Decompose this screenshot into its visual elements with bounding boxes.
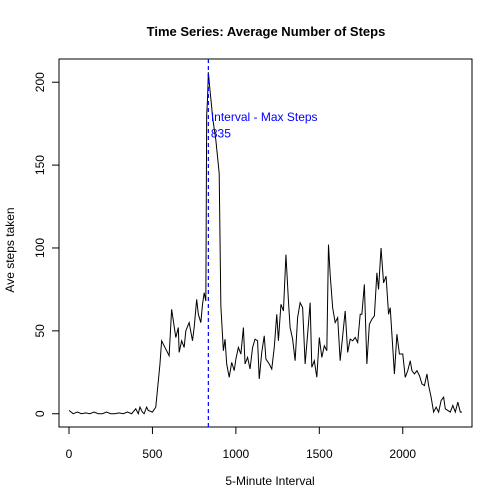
y-tick-label: 200 [33, 72, 47, 92]
annotation-text: 835 [211, 127, 231, 141]
annotation-layer: Interval - Max Steps 835 [207, 59, 318, 427]
y-tick-label: 150 [33, 155, 47, 175]
x-tick-label: 1500 [306, 447, 333, 461]
series-layer [68, 72, 462, 416]
chart-title: Time Series: Average Number of Steps [147, 24, 386, 39]
x-tick-label: 2000 [389, 447, 416, 461]
series-line [68, 72, 462, 416]
y-tick-label: 0 [33, 410, 47, 417]
y-axis: 0 50 100 150 200 [33, 72, 60, 417]
y-axis-label: Ave steps taken [3, 207, 17, 292]
x-axis-label: 5-Minute Interval [225, 474, 314, 488]
y-tick-label: 50 [33, 324, 47, 338]
x-tick-label: 1000 [223, 447, 250, 461]
y-tick-label: 100 [33, 238, 47, 258]
x-axis: 0 500 1000 1500 2000 [66, 426, 416, 461]
x-tick-label: 0 [66, 447, 73, 461]
annotation-text: Interval - Max Steps [211, 110, 318, 124]
x-tick-label: 500 [142, 447, 162, 461]
